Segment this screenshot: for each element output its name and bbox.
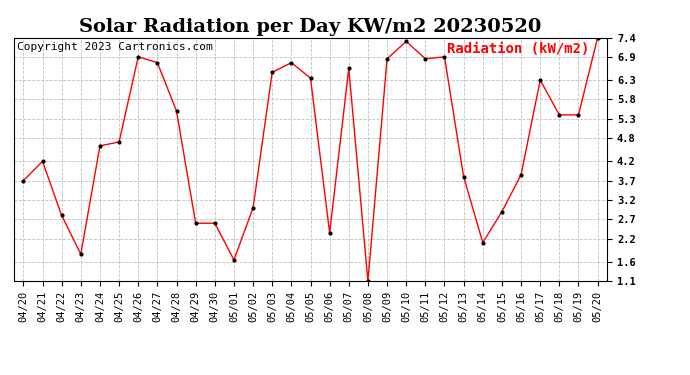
Title: Solar Radiation per Day KW/m2 20230520: Solar Radiation per Day KW/m2 20230520	[79, 18, 542, 36]
Text: Copyright 2023 Cartronics.com: Copyright 2023 Cartronics.com	[17, 42, 213, 52]
Text: Radiation (kW/m2): Radiation (kW/m2)	[447, 42, 589, 56]
